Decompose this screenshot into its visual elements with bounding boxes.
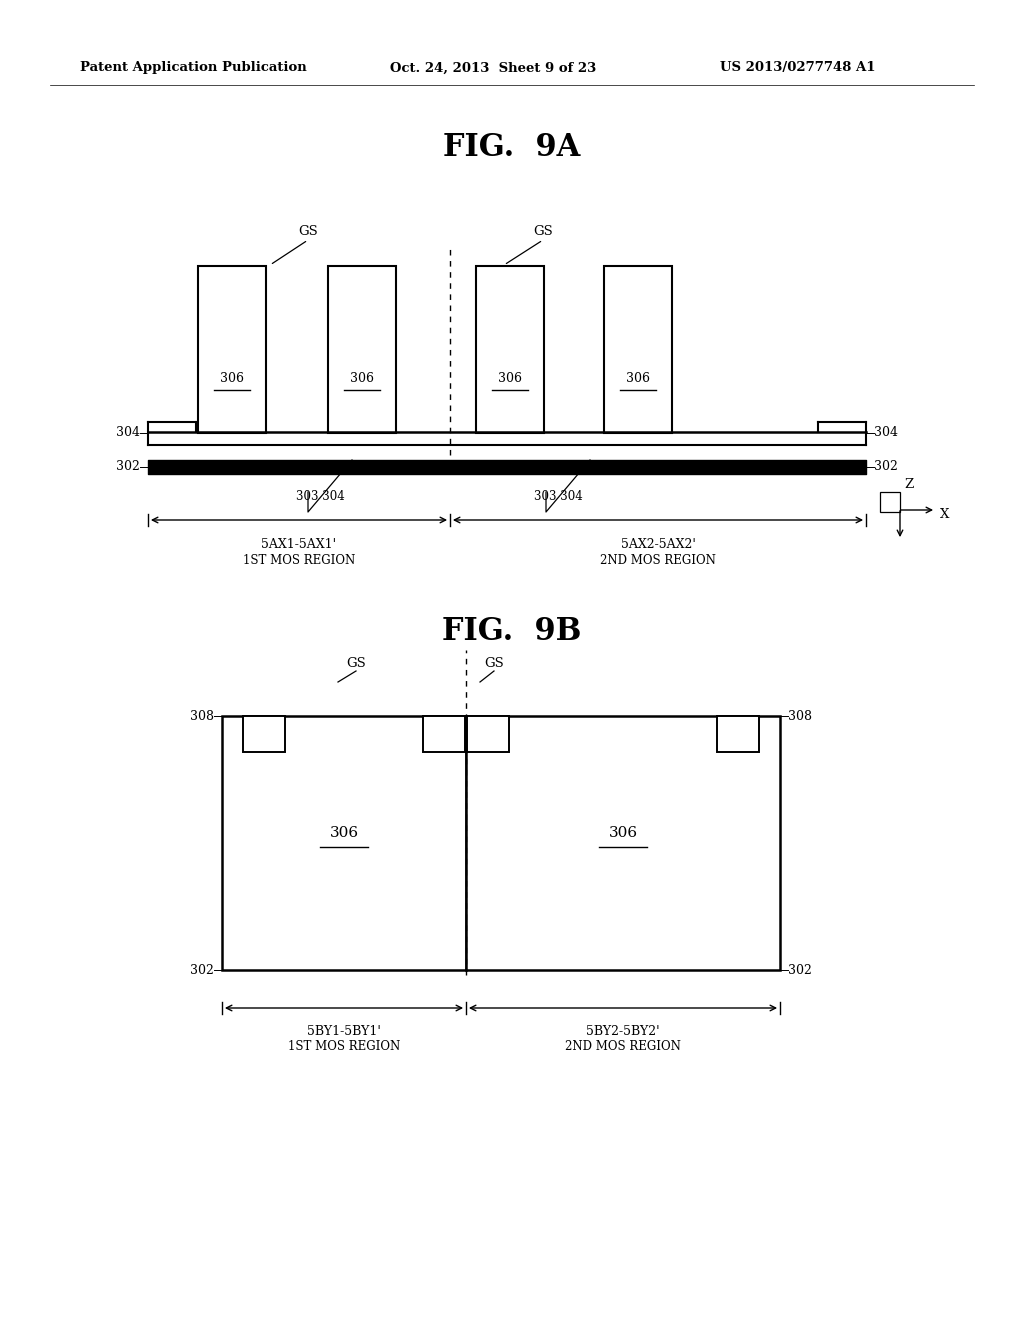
Text: 304: 304 xyxy=(116,426,140,440)
Bar xyxy=(880,492,900,512)
Text: 308: 308 xyxy=(788,710,812,722)
Text: 306: 306 xyxy=(350,371,374,384)
Text: 303 304: 303 304 xyxy=(534,490,583,503)
Text: 302: 302 xyxy=(874,461,898,474)
Text: 5AX2-5AX2': 5AX2-5AX2' xyxy=(621,539,695,550)
Bar xyxy=(466,715,780,970)
Text: 306: 306 xyxy=(220,371,244,384)
Bar xyxy=(243,715,285,752)
Bar xyxy=(476,267,544,433)
Text: Oct. 24, 2013  Sheet 9 of 23: Oct. 24, 2013 Sheet 9 of 23 xyxy=(390,62,596,74)
Text: GS: GS xyxy=(298,224,317,238)
Text: US 2013/0277748 A1: US 2013/0277748 A1 xyxy=(720,62,876,74)
Text: 2ND MOS REGION: 2ND MOS REGION xyxy=(600,554,716,568)
Text: GS: GS xyxy=(534,224,553,238)
Text: GS: GS xyxy=(484,657,504,671)
Text: X: X xyxy=(940,507,949,520)
Text: 302: 302 xyxy=(116,461,140,474)
Text: 308: 308 xyxy=(190,710,214,722)
Text: 2ND MOS REGION: 2ND MOS REGION xyxy=(565,1040,681,1053)
Text: 1ST MOS REGION: 1ST MOS REGION xyxy=(288,1040,400,1053)
Bar xyxy=(423,715,465,752)
Text: 302: 302 xyxy=(190,964,214,977)
Text: FIG.  9A: FIG. 9A xyxy=(443,132,581,164)
Text: 304: 304 xyxy=(874,426,898,440)
Text: 5BY1-5BY1': 5BY1-5BY1' xyxy=(307,1026,381,1038)
Text: 5BY2-5BY2': 5BY2-5BY2' xyxy=(586,1026,659,1038)
Text: FIG.  9B: FIG. 9B xyxy=(442,616,582,648)
Bar xyxy=(717,715,759,752)
Text: Z: Z xyxy=(904,478,913,491)
Bar xyxy=(198,267,266,433)
Text: 306: 306 xyxy=(608,826,638,840)
Text: 302: 302 xyxy=(788,964,812,977)
Text: 306: 306 xyxy=(330,826,358,840)
Text: 303 304: 303 304 xyxy=(296,490,345,503)
Text: 306: 306 xyxy=(626,371,650,384)
Text: 1ST MOS REGION: 1ST MOS REGION xyxy=(243,554,355,568)
Bar xyxy=(604,267,672,433)
Text: 5AX1-5AX1': 5AX1-5AX1' xyxy=(261,539,337,550)
Bar xyxy=(467,715,509,752)
Text: Patent Application Publication: Patent Application Publication xyxy=(80,62,307,74)
Bar xyxy=(328,267,396,433)
Text: GS: GS xyxy=(346,657,366,671)
Bar xyxy=(222,715,466,970)
Text: 306: 306 xyxy=(498,371,522,384)
